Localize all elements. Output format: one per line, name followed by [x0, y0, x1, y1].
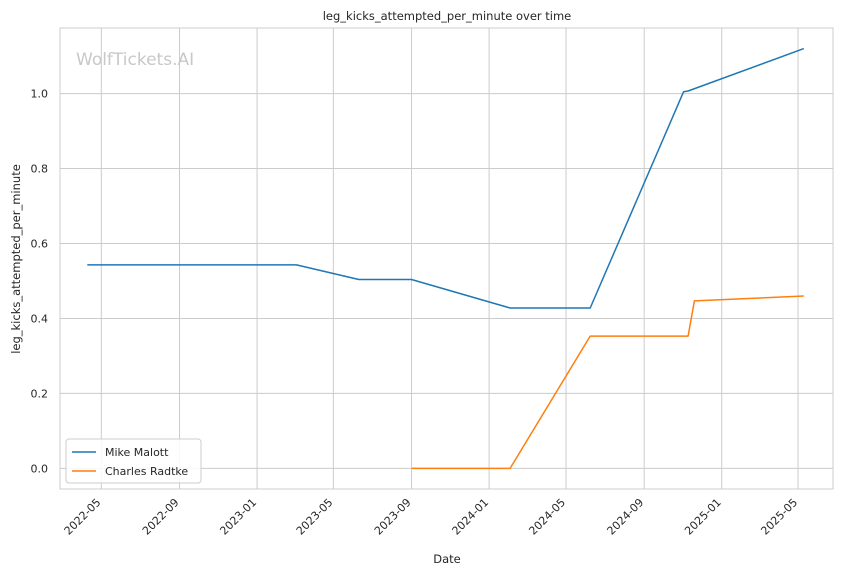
legend-label-mike-malott: Mike Malott	[105, 446, 169, 459]
x-tick-label: 2022-09	[140, 496, 182, 538]
x-tick-label: 2023-05	[294, 496, 336, 538]
y-tick-label: 0.4	[31, 312, 49, 325]
y-axis-title: leg_kicks_attempted_per_minute	[9, 164, 23, 354]
legend-label-charles-radtke: Charles Radtke	[105, 465, 188, 478]
x-tick-label: 2024-09	[605, 496, 647, 538]
y-tick-label: 1.0	[31, 88, 49, 101]
series-line-charles-radtke	[411, 295, 804, 470]
x-tick-label: 2025-01	[682, 496, 724, 538]
x-tick-label: 2024-05	[526, 496, 568, 538]
x-tick-label: 2023-01	[217, 496, 259, 538]
x-tick-label: 2023-09	[372, 496, 414, 538]
series-line-mike-malott	[87, 47, 805, 309]
legend: Mike Malott Charles Radtke	[65, 438, 202, 484]
watermark-text: WolfTickets.AI	[76, 50, 194, 70]
series-lines	[87, 47, 805, 470]
y-tick-label: 0.2	[31, 387, 49, 400]
chart-title: leg_kicks_attempted_per_minute over time	[323, 9, 572, 23]
x-tick-labels: 2022-05 2022-09 2023-01 2023-05 2023-09 2024-…	[62, 496, 800, 538]
y-tick-label: 0.0	[31, 462, 49, 475]
grid-lines	[60, 28, 833, 489]
x-axis-title: Date	[433, 552, 461, 566]
plot-frame	[59, 27, 834, 490]
x-tick-label: 2025-05	[758, 496, 800, 538]
y-tick-labels: 0.0 0.2 0.4 0.6 0.8 1.0	[31, 88, 49, 476]
y-tick-label: 0.8	[31, 163, 49, 176]
x-tick-label: 2022-05	[62, 496, 104, 538]
plot-background	[60, 28, 833, 489]
x-tick-label: 2024-01	[450, 496, 492, 538]
y-tick-label: 0.6	[31, 238, 49, 251]
legend-box	[65, 438, 202, 484]
